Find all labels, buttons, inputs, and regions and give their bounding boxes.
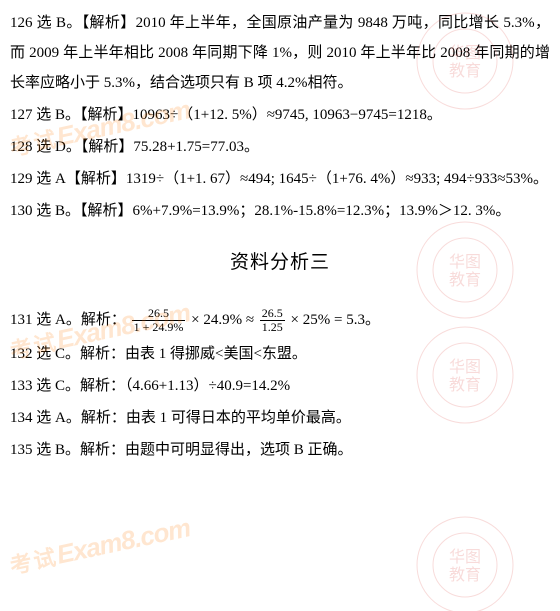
answer-130: 130 选 B。【解析】6%+7.9%=13.9%；28.1%-15.8%=12… [10, 196, 550, 226]
answer-131-suffix: × 25% = 5.3。 [291, 312, 380, 328]
fraction-2: 26.5 1.25 [260, 307, 285, 334]
answer-129: 129 选 A【解析】1319÷（1+1. 67）≈494; 1645÷（1+7… [10, 164, 550, 194]
answer-128: 128 选 D。【解析】75.28+1.75=77.03。 [10, 132, 550, 162]
fraction-1: 26.5 1 + 24.9% [132, 307, 186, 334]
watermark-huatu-4: 华图 教育 [410, 510, 520, 611]
svg-text:教育: 教育 [449, 566, 481, 584]
fraction-1-num: 26.5 [132, 307, 186, 320]
answer-132: 132 选 C。解析：由表 1 得挪威<美国<东盟。 [10, 339, 550, 369]
answer-134: 134 选 A。解析：由表 1 可得日本的平均单价最高。 [10, 403, 550, 433]
svg-text:华图: 华图 [449, 548, 481, 566]
answer-133: 133 选 C。解析：（4.66+1.13）÷40.9=14.2% [10, 371, 550, 401]
answer-131-prefix: 131 选 A。解析： [10, 312, 126, 328]
fraction-1-den: 1 + 24.9% [132, 320, 186, 334]
answer-127: 127 选 B。【解析】10963÷（1+12. 5%）≈9745, 10963… [10, 100, 550, 130]
answer-131-mid: × 24.9% ≈ [191, 312, 254, 328]
fraction-2-den: 1.25 [260, 320, 285, 334]
answer-126: 126 选 B。【解析】2010 年上半年，全国原油产量为 9848 万吨，同比… [10, 8, 550, 98]
fraction-2-num: 26.5 [260, 307, 285, 320]
watermark-exam8-3: 考试Exam8.com [5, 501, 195, 590]
answer-131: 131 选 A。解析： 26.5 1 + 24.9% × 24.9% ≈ 26.… [10, 304, 550, 337]
answer-135: 135 选 B。解析：由题中可明显得出，选项 B 正确。 [10, 435, 550, 465]
section-title: 资料分析三 [10, 244, 550, 282]
